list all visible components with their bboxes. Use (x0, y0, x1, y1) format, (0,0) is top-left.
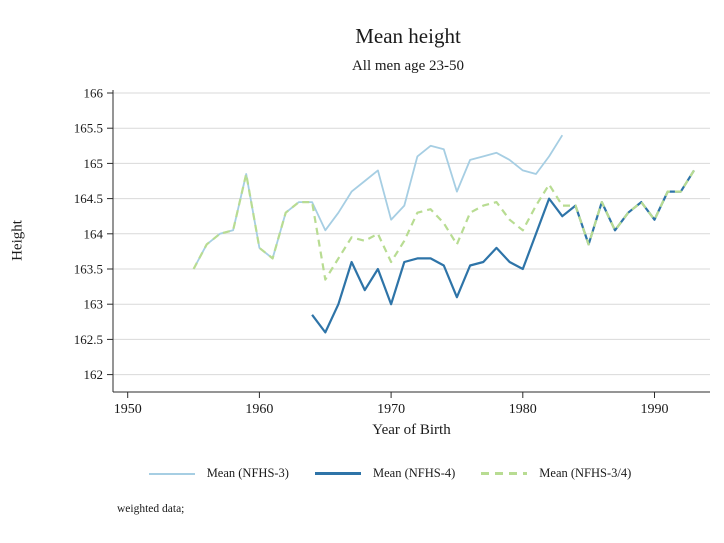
y-tick-label: 162.5 (74, 332, 103, 347)
legend-item-nfhs4: Mean (NFHS-4) (314, 466, 456, 481)
y-tick-label: 166 (84, 86, 104, 101)
x-tick-label: 1990 (641, 402, 669, 417)
y-tick-label: 164.5 (74, 191, 103, 206)
x-tick-label: 1950 (114, 402, 142, 417)
y-tick-label: 162 (84, 367, 104, 382)
footnote: weighted data; (117, 503, 185, 515)
series-line-nfhs3 (192, 134, 564, 270)
y-tick-label: 163 (84, 297, 104, 312)
y-tick-label: 165.5 (74, 121, 103, 136)
legend-label-nfhs4: Mean (NFHS-4) (372, 466, 456, 480)
y-tick-label: 163.5 (74, 262, 103, 277)
chart-subtitle: All men age 23-50 (351, 58, 465, 74)
x-tick-label: 1980 (509, 402, 537, 417)
y-tick-label: 164 (84, 226, 104, 241)
chart-title: Mean height (355, 24, 461, 48)
legend-swatch-nfhs4-icon (314, 472, 361, 475)
x-axis-label: Year of Birth (372, 422, 451, 438)
series-line-nfhs4 (311, 169, 695, 334)
series-line-nfhs34 (192, 169, 695, 281)
legend-swatch-nfhs34-icon (481, 472, 528, 475)
legend: Mean (NFHS-3) Mean (NFHS-4) Mean (NFHS-3… (90, 466, 690, 481)
x-tick-label: 1960 (245, 402, 273, 417)
legend-swatch-nfhs3-icon (148, 472, 195, 475)
x-tick-label: 1970 (377, 402, 405, 417)
y-axis-label: Height (9, 220, 26, 261)
legend-label-nfhs34: Mean (NFHS-3/4) (539, 466, 632, 480)
legend-item-nfhs34: Mean (NFHS-3/4) (481, 466, 631, 481)
legend-label-nfhs3: Mean (NFHS-3) (206, 466, 289, 480)
legend-item-nfhs3: Mean (NFHS-3) (148, 466, 289, 481)
y-tick-label: 165 (84, 156, 104, 171)
